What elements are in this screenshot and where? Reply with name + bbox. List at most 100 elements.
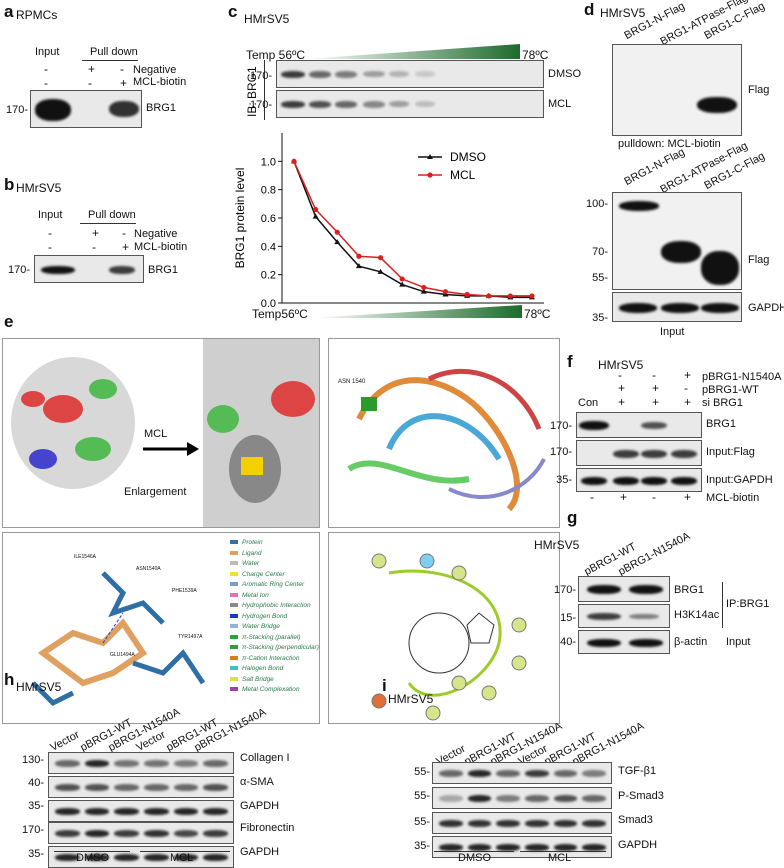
protein-band [203,808,228,815]
western-blot [276,90,544,118]
group-label: DMSO [458,852,491,864]
western-blot [432,812,612,834]
mw-marker: 170- [553,584,576,596]
sign: + [122,240,130,254]
band-label: H3K14ac [674,609,720,621]
sign: + [618,381,626,395]
legend-item: Halogen Bond [230,664,320,675]
legend-item: Aromatic Ring Center [230,580,320,591]
band-label: Fibronectin [240,822,295,834]
legend-item: Metal Complexation [230,685,320,696]
band-label: β-actin [674,636,708,648]
protein-band [553,795,578,802]
series-line-dmso [293,161,532,299]
protein-band [582,820,606,827]
legend-swatch [230,540,238,545]
legend-swatch [230,613,238,618]
legend-item: Ligand [230,549,320,560]
protein-band [496,795,520,802]
legend-swatch [230,582,238,587]
legend-item: π-Stacking (perpendicular) [230,643,320,654]
legend-item: Metal Ion [230,591,320,602]
data-point [377,255,384,261]
western-blot [578,576,670,602]
group-label: DMSO [76,852,109,864]
protein-band [525,770,549,777]
western-blot [612,292,742,322]
legend-item: π-Stacking (parallel) [230,633,320,644]
mw-marker: 170- [249,70,272,82]
panel-label-d: d [584,0,595,19]
band-label: BRG1 [146,102,176,114]
data-point [355,263,362,269]
protein-band [144,784,169,791]
sign: - [120,62,124,76]
data-point [464,291,470,298]
data-point [507,293,513,299]
legend-label: Charge Center [242,570,285,578]
temperature-gradient-bar [312,305,522,318]
sign: - [652,490,656,504]
temp-bottom-label: Temp56ºC [252,307,308,321]
row-label: si BRG1 [702,397,743,409]
sign: + [620,490,628,504]
mw-marker: 35- [28,800,44,812]
temp-bottom-end-label: 78ºC [524,307,551,321]
thermal-shift-line-chart: 0.0 0.2 0.4 0.6 0.8 1.0 BRG1 protein level DMSO… [233,133,544,310]
input-label: Input [726,636,751,648]
legend-label: Protein [242,539,263,546]
legend-item: Water [230,559,320,570]
data-point [291,158,297,164]
sign: + [684,395,692,409]
sign: - [590,490,594,504]
mw-marker: 130- [21,754,44,766]
protein-band [55,830,80,837]
protein-band [203,760,228,767]
legend-swatch [230,634,238,639]
protein-band [173,760,199,767]
sign: - [88,76,92,90]
legend-label: Aromatic Ring Center [242,581,305,588]
western-blot [432,762,612,784]
divider [80,223,136,224]
group-label: MCL [170,852,194,864]
cell-line-label: HMrSV5 [598,358,644,372]
protein-band [55,784,80,791]
western-blot [48,800,234,822]
pulldown-label: Pull down [90,46,138,58]
sign: + [684,490,692,504]
mw-marker: 170- [5,104,28,116]
data-point [399,281,406,287]
band-label: GAPDH [618,839,658,851]
cell-line-label: HMrSV5 [244,12,290,26]
data-point [334,229,340,235]
band-label: Flag [748,84,770,96]
sign: + [652,395,660,409]
protein-band [553,844,578,851]
interaction-2d-panel [328,532,560,724]
legend-label: Water [242,560,260,567]
protein-band [203,830,228,837]
mcl-label: MCL [144,428,168,440]
protein-band [525,844,549,851]
protein-band [84,830,110,837]
data-point [334,239,341,245]
mw-marker: 40- [560,636,576,648]
protein-band [84,854,110,861]
surface-docking-panel [2,338,320,528]
legend-label: Halogen Bond [242,665,284,672]
row-label: MCL-biotin [133,76,187,88]
western-blot [48,776,234,798]
protein-band [144,830,169,837]
protein-band [114,830,139,837]
cell-line-label: HMrSV5 [16,680,62,694]
protein-band [84,808,110,815]
protein-band [173,808,199,815]
legend-label: Water Bridge [242,623,280,630]
panel-label-i: i [382,676,387,695]
protein-band [496,820,520,827]
divider [54,851,130,852]
sign: + [120,76,128,90]
sign: - [684,381,688,395]
group-label: MCL [548,852,572,864]
